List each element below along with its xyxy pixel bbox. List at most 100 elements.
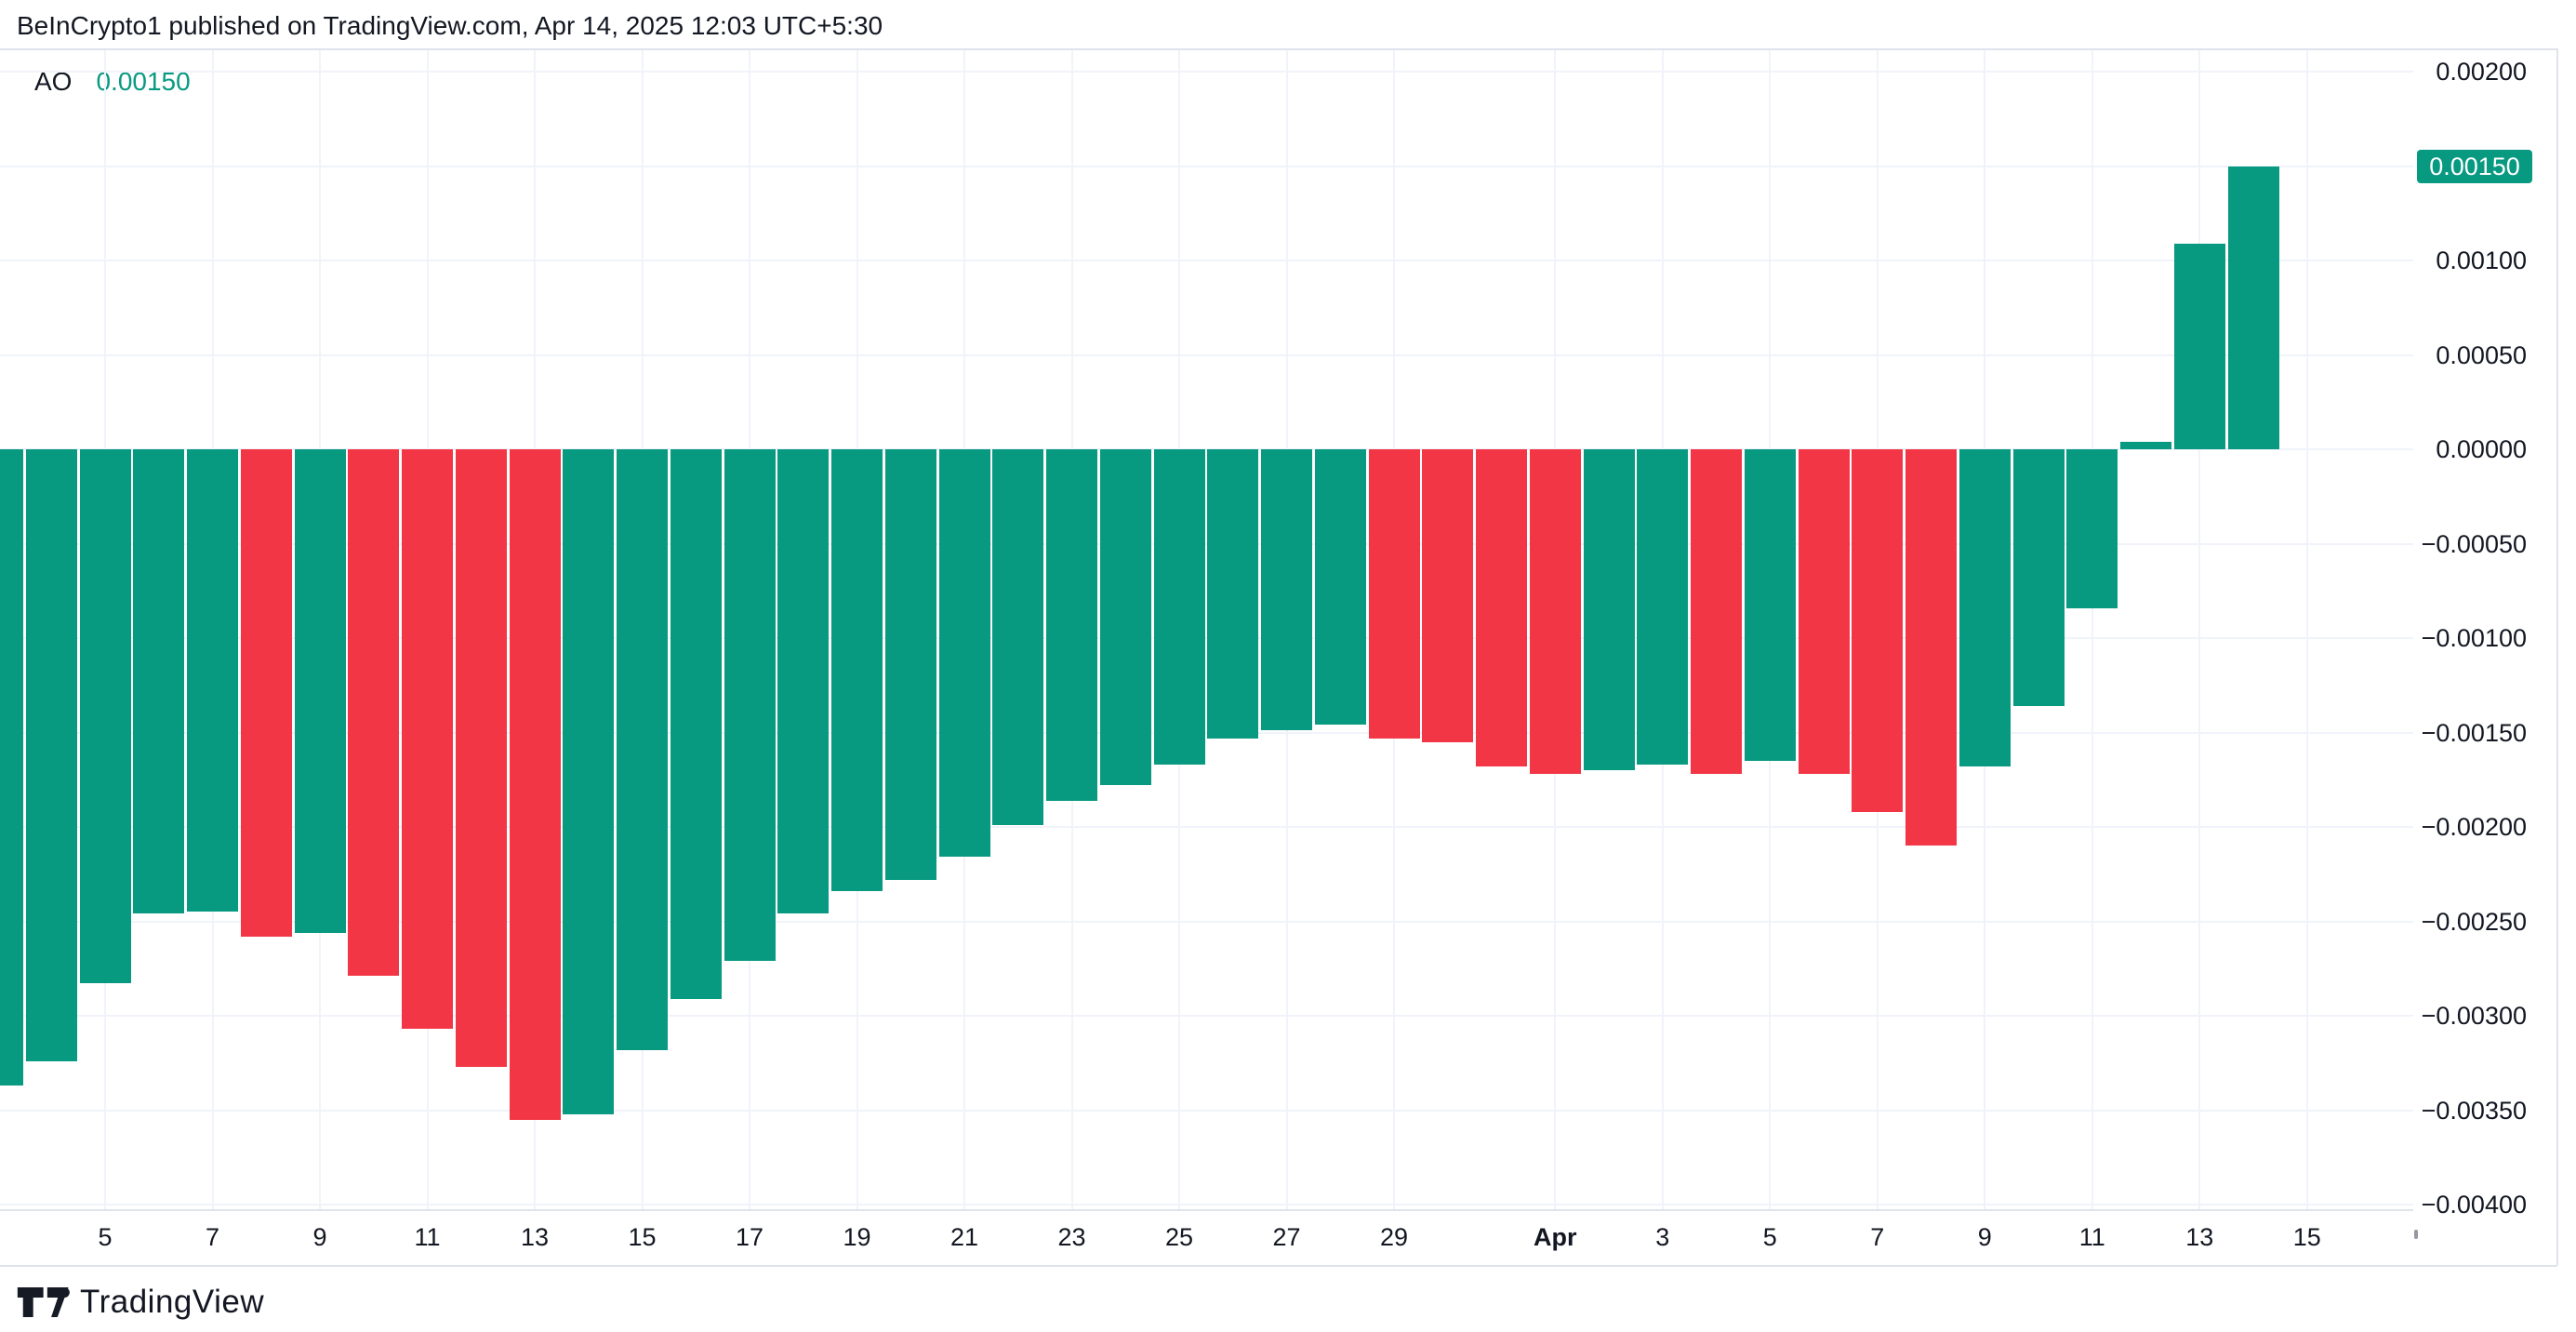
ao-bar[interactable]: [402, 449, 453, 1030]
ao-bar[interactable]: [1422, 449, 1474, 742]
ao-bar[interactable]: [1368, 449, 1420, 739]
ao-bar[interactable]: [1691, 449, 1742, 775]
ao-bar[interactable]: [79, 449, 131, 984]
time-axis-label: 27: [1272, 1223, 1301, 1251]
gridline-horizontal: [0, 826, 2413, 828]
gridline-horizontal: [0, 1015, 2413, 1017]
ao-bar[interactable]: [1261, 449, 1312, 731]
time-axis-bottom-border: [0, 1265, 2557, 1267]
price-axis-label: −0.00050: [2421, 529, 2527, 558]
ao-bar[interactable]: [1476, 449, 1527, 767]
right-border: [2556, 48, 2558, 1265]
price-axis-label: −0.00250: [2421, 907, 2527, 936]
ao-bar[interactable]: [992, 449, 1044, 825]
ao-bar[interactable]: [2012, 449, 2065, 707]
gridline-horizontal: [0, 731, 2413, 734]
time-axis-label: 7: [1870, 1223, 1885, 1251]
ao-bar[interactable]: [187, 449, 238, 912]
ao-bar[interactable]: [1798, 449, 1850, 775]
gridline-horizontal: [0, 448, 2413, 450]
gridline-horizontal: [0, 542, 2413, 545]
price-axis-label: −0.00200: [2421, 813, 2527, 841]
time-axis-label: 3: [1655, 1223, 1670, 1251]
ao-bar[interactable]: [294, 449, 346, 933]
ao-bar[interactable]: [455, 449, 507, 1067]
time-axis-tick-artifact: [2414, 1230, 2418, 1239]
price-axis-badge: 0.00150: [2417, 149, 2532, 183]
tradingview-logo-link[interactable]: TradingView: [17, 1284, 264, 1321]
price-axis-label: −0.00300: [2421, 1002, 2527, 1030]
ao-bar[interactable]: [2066, 449, 2118, 608]
time-axis-label: 11: [414, 1223, 441, 1251]
ao-bar[interactable]: [1207, 449, 1259, 739]
price-axis-label: −0.00100: [2421, 624, 2527, 652]
ao-bar[interactable]: [724, 449, 776, 962]
ao-bar[interactable]: [25, 449, 77, 1061]
ao-bar[interactable]: [1959, 449, 2011, 767]
gridline-horizontal: [0, 920, 2413, 923]
ao-bar[interactable]: [884, 449, 936, 880]
gridline-horizontal: [0, 353, 2413, 356]
time-axis-label: 5: [98, 1223, 113, 1251]
tradingview-logo-text: TradingView: [80, 1284, 265, 1320]
ao-bar[interactable]: [2120, 441, 2171, 449]
price-axis-label: −0.00350: [2421, 1096, 2527, 1125]
ao-bar[interactable]: [0, 449, 23, 1086]
time-axis-label: 15: [2292, 1223, 2321, 1251]
time-axis-label: 13: [520, 1223, 550, 1251]
price-axis-label: −0.00400: [2421, 1191, 2527, 1219]
ao-bar[interactable]: [2173, 243, 2225, 449]
pane-bottom-border: [0, 1209, 2413, 1211]
ao-bar[interactable]: [938, 449, 990, 858]
ao-bar[interactable]: [348, 449, 400, 977]
time-axis-label: 11: [2078, 1223, 2105, 1251]
ao-bar[interactable]: [563, 449, 615, 1114]
tradingview-logo-icon: [17, 1287, 70, 1317]
price-axis-label: 0.00050: [2436, 340, 2527, 369]
time-axis-label: 9: [1977, 1223, 1992, 1251]
ao-bar[interactable]: [1046, 449, 1097, 801]
time-axis-label: 9: [312, 1223, 327, 1251]
price-axis-label: 0.00200: [2436, 58, 2527, 86]
gridline-vertical: [2198, 48, 2201, 1209]
ao-bar[interactable]: [1529, 449, 1581, 775]
gridline-vertical: [2091, 48, 2093, 1209]
ao-bar[interactable]: [1583, 449, 1635, 771]
page-title: BeInCrypto1 published on TradingView.com…: [17, 11, 883, 40]
time-axis-label: 21: [949, 1223, 979, 1251]
ao-bar[interactable]: [133, 449, 185, 914]
gridline-horizontal: [0, 637, 2413, 639]
ao-bar[interactable]: [777, 449, 830, 914]
time-axis-label: 23: [1057, 1223, 1086, 1251]
ao-bar[interactable]: [1637, 449, 1689, 765]
ao-bar[interactable]: [1153, 449, 1205, 765]
price-axis-label: −0.00150: [2421, 718, 2527, 747]
gridline-horizontal: [0, 1204, 2413, 1205]
price-axis-label: 0.00100: [2436, 246, 2527, 274]
time-axis-label: 29: [1379, 1223, 1409, 1251]
gridline-vertical: [2305, 48, 2308, 1209]
gridline-horizontal: [0, 165, 2413, 167]
ao-bar[interactable]: [1744, 449, 1796, 761]
ao-bar[interactable]: [1852, 449, 1904, 812]
time-axis-label: 17: [735, 1223, 764, 1251]
ao-bar[interactable]: [1314, 449, 1366, 726]
price-axis-label: 0.00000: [2436, 435, 2527, 463]
pane-top-border: [0, 48, 2557, 50]
ao-bar[interactable]: [831, 449, 883, 892]
ao-bar[interactable]: [2227, 166, 2279, 449]
ao-bar[interactable]: [670, 449, 722, 999]
ao-bar[interactable]: [509, 449, 561, 1120]
time-axis-label: 25: [1164, 1223, 1194, 1251]
ao-bar[interactable]: [1905, 449, 1957, 846]
ao-bar[interactable]: [617, 449, 668, 1050]
time-axis-label: 15: [628, 1223, 657, 1251]
time-axis-label: 13: [2185, 1223, 2214, 1251]
ao-bar[interactable]: [1099, 449, 1151, 786]
time-axis-label: 5: [1762, 1223, 1777, 1251]
ao-bar[interactable]: [240, 449, 292, 937]
gridline-horizontal: [0, 260, 2413, 261]
time-axis-label: 19: [843, 1223, 871, 1251]
time-axis-label: 7: [205, 1223, 220, 1251]
